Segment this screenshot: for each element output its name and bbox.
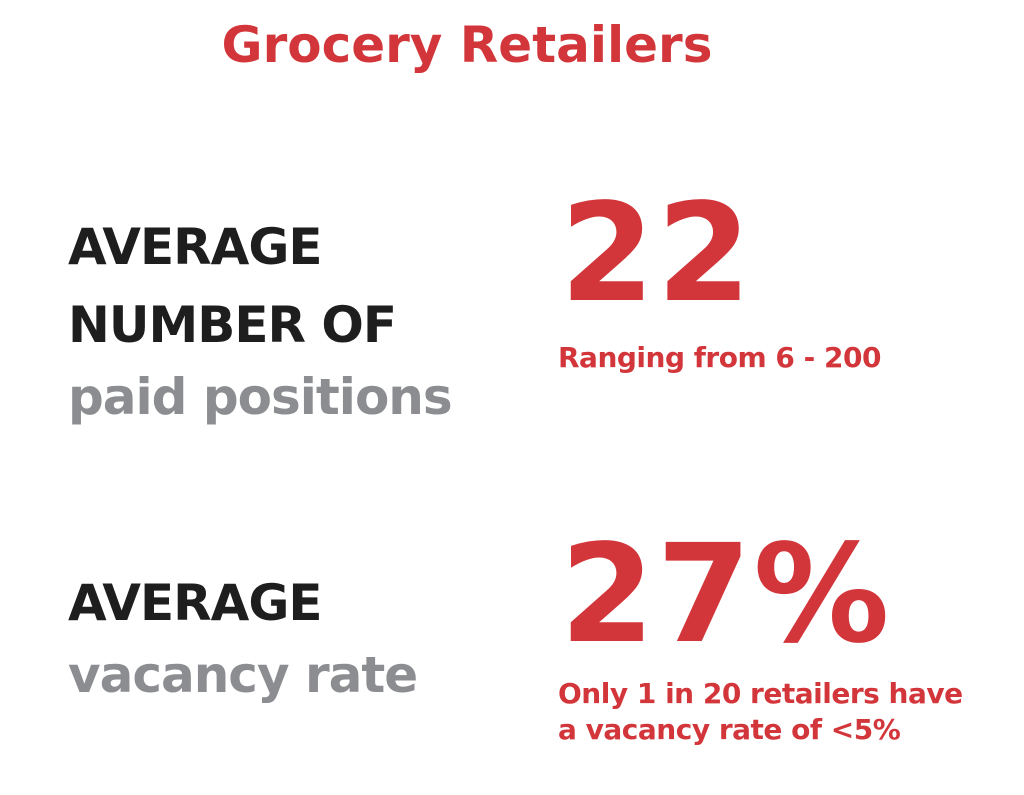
stat-value: 22 [560, 175, 754, 333]
title: Grocery Retailers [221, 16, 713, 74]
stat-value: 27% [560, 516, 892, 674]
stat-label: AVERAGE [68, 218, 323, 276]
stat-note: Only 1 in 20 retailers have [558, 677, 963, 710]
stat-note: Ranging from 6 - 200 [558, 341, 881, 374]
stat-label: AVERAGE [68, 574, 323, 632]
stat-label-gray: paid positions [68, 368, 453, 426]
stat-label-gray: vacancy rate [68, 646, 418, 704]
stat-note: a vacancy rate of <5% [558, 713, 901, 746]
stat-label: NUMBER OF [68, 296, 397, 354]
